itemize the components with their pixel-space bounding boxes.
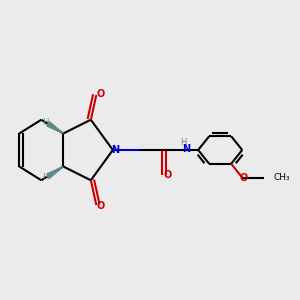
Text: O: O [96, 201, 105, 212]
Text: H: H [180, 138, 186, 147]
Text: N: N [182, 144, 190, 154]
Text: O: O [96, 88, 105, 99]
Text: O: O [239, 173, 248, 183]
Polygon shape [47, 122, 63, 134]
Polygon shape [47, 167, 63, 178]
Text: H: H [42, 173, 49, 182]
Text: CH₃: CH₃ [274, 173, 290, 182]
Text: O: O [164, 170, 172, 180]
Text: H: H [42, 118, 49, 127]
Text: N: N [112, 145, 120, 155]
